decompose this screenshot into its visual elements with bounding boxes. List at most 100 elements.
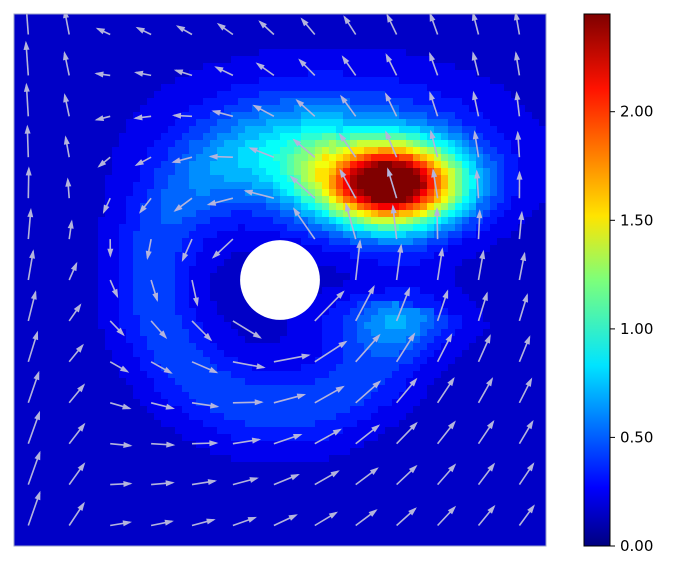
field-cell xyxy=(175,364,183,372)
field-cell xyxy=(91,504,99,512)
field-cell xyxy=(350,77,358,85)
field-cell xyxy=(70,273,78,281)
field-cell xyxy=(371,357,379,365)
field-cell xyxy=(308,112,316,120)
field-cell xyxy=(371,308,379,316)
field-cell xyxy=(28,231,36,239)
field-cell xyxy=(427,294,435,302)
field-cell xyxy=(56,35,64,43)
field-cell xyxy=(91,343,99,351)
field-cell xyxy=(371,238,379,246)
field-cell xyxy=(21,434,29,442)
field-cell xyxy=(399,147,407,155)
field-cell xyxy=(469,70,477,78)
field-cell xyxy=(63,133,71,141)
field-cell xyxy=(196,238,204,246)
field-cell xyxy=(189,133,197,141)
field-cell xyxy=(301,63,309,71)
field-cell xyxy=(56,518,64,526)
field-cell xyxy=(273,364,281,372)
field-cell xyxy=(448,539,456,546)
field-cell xyxy=(378,203,386,211)
field-cell xyxy=(385,238,393,246)
field-cell xyxy=(161,497,169,505)
field-cell xyxy=(357,238,365,246)
field-cell xyxy=(413,343,421,351)
field-cell xyxy=(287,525,295,533)
field-cell xyxy=(238,420,246,428)
field-cell xyxy=(385,175,393,183)
field-cell xyxy=(322,427,330,435)
field-cell xyxy=(420,112,428,120)
field-cell xyxy=(245,217,253,225)
field-cell xyxy=(336,266,344,274)
field-cell xyxy=(105,112,113,120)
field-cell xyxy=(126,28,134,36)
field-cell xyxy=(315,483,323,491)
field-cell xyxy=(28,329,36,337)
field-cell xyxy=(329,441,337,449)
field-cell xyxy=(56,196,64,204)
field-cell xyxy=(14,28,22,36)
field-cell xyxy=(133,343,141,351)
field-cell xyxy=(287,175,295,183)
field-cell xyxy=(210,49,218,57)
field-cell xyxy=(462,399,470,407)
field-cell xyxy=(56,161,64,169)
field-cell xyxy=(294,336,302,344)
field-cell xyxy=(238,406,246,414)
field-cell xyxy=(161,532,169,540)
field-cell xyxy=(399,539,407,546)
field-cell xyxy=(308,364,316,372)
field-cell xyxy=(427,469,435,477)
field-cell xyxy=(224,336,232,344)
field-cell xyxy=(441,336,449,344)
field-cell xyxy=(378,98,386,106)
field-cell xyxy=(364,392,372,400)
field-cell xyxy=(427,539,435,546)
field-cell xyxy=(175,371,183,379)
field-cell xyxy=(399,182,407,190)
field-cell xyxy=(70,217,78,225)
field-cell xyxy=(301,357,309,365)
field-cell xyxy=(399,70,407,78)
field-cell xyxy=(231,518,239,526)
field-cell xyxy=(217,329,225,337)
field-cell xyxy=(392,525,400,533)
field-cell xyxy=(294,77,302,85)
field-cell xyxy=(168,133,176,141)
field-cell xyxy=(252,126,260,134)
field-cell xyxy=(133,70,141,78)
field-cell xyxy=(329,371,337,379)
field-cell xyxy=(385,462,393,470)
field-cell xyxy=(448,28,456,36)
field-cell xyxy=(21,56,29,64)
field-cell xyxy=(217,14,225,22)
field-cell xyxy=(14,497,22,505)
field-cell xyxy=(399,231,407,239)
field-cell xyxy=(21,539,29,546)
field-cell xyxy=(105,126,113,134)
field-cell xyxy=(161,147,169,155)
field-cell xyxy=(42,385,50,393)
field-cell xyxy=(315,210,323,218)
field-cell xyxy=(112,301,120,309)
field-cell xyxy=(294,490,302,498)
field-cell xyxy=(133,364,141,372)
field-cell xyxy=(245,322,253,330)
field-cell xyxy=(175,539,183,546)
field-cell xyxy=(224,483,232,491)
field-cell xyxy=(357,420,365,428)
field-cell xyxy=(154,518,162,526)
field-cell xyxy=(350,315,358,323)
field-cell xyxy=(140,336,148,344)
field-cell xyxy=(105,490,113,498)
field-cell xyxy=(462,385,470,393)
field-cell xyxy=(77,483,85,491)
field-cell xyxy=(49,539,57,546)
field-cell xyxy=(126,238,134,246)
field-cell xyxy=(224,91,232,99)
field-cell xyxy=(364,42,372,50)
field-cell xyxy=(238,105,246,113)
field-cell xyxy=(91,490,99,498)
